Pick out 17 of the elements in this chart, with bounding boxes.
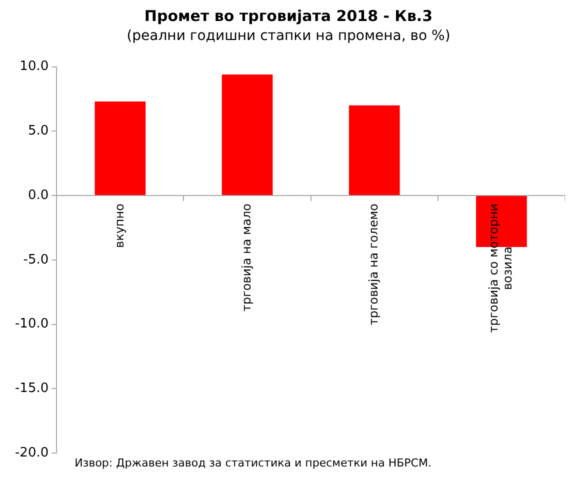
x-tick-label: трговија на големо [366,204,380,326]
bar [348,105,400,196]
y-tick-label: 0.0 [28,188,49,203]
y-tick-label: 5.0 [28,124,49,139]
bar [222,74,273,196]
chart-title: Промет во трговијата 2018 - Кв.3 [144,6,433,25]
y-tick-label: -20.0 [14,445,49,460]
bar [94,102,146,196]
chart-subtitle: (реални годишни стапки на промена, во %) [126,28,450,44]
y-tick-label: -10.0 [14,316,49,332]
text: Извор: Државен завод за статистика и пресметки на НБРСМ. [74,456,432,470]
y-tick-label: 10.0 [20,59,49,74]
x-tick-label: трговија со моторни возила [486,204,515,333]
y-tick-label: -5.0 [23,252,49,268]
y-tick-label: -15.0 [14,381,49,396]
x-tick-label: трговија на мало [239,204,254,312]
x-tick-label: вкупно [112,204,126,248]
